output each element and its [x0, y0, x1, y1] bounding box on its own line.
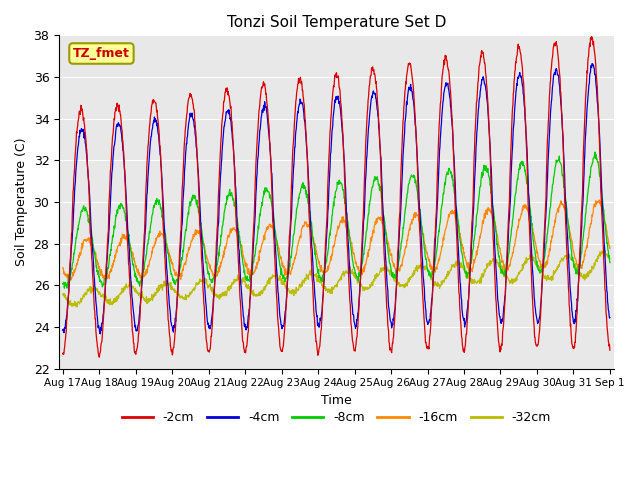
- X-axis label: Time: Time: [321, 394, 352, 407]
- Y-axis label: Soil Temperature (C): Soil Temperature (C): [15, 138, 28, 266]
- Title: Tonzi Soil Temperature Set D: Tonzi Soil Temperature Set D: [227, 15, 446, 30]
- Legend: -2cm, -4cm, -8cm, -16cm, -32cm: -2cm, -4cm, -8cm, -16cm, -32cm: [116, 406, 556, 429]
- Text: TZ_fmet: TZ_fmet: [73, 47, 130, 60]
